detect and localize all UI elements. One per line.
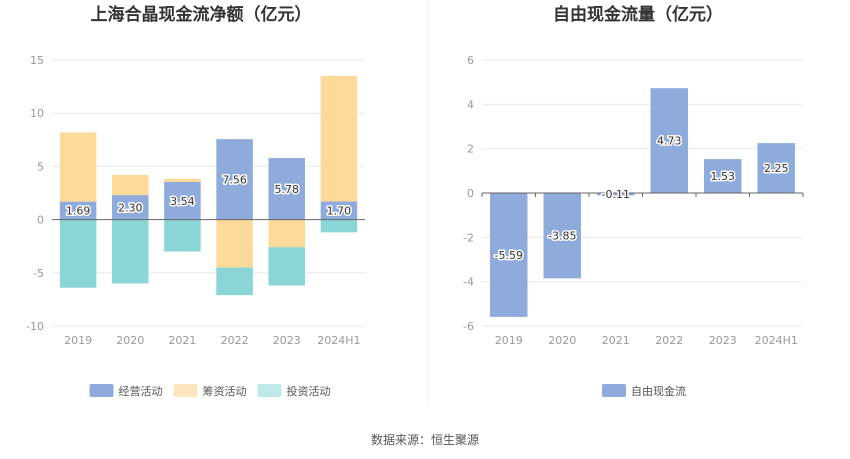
y-tick-label: -2 <box>463 231 474 244</box>
source-note: 数据来源：恒生聚源 <box>371 432 479 447</box>
bar <box>757 143 795 193</box>
bar <box>216 219 253 268</box>
bar <box>164 181 201 220</box>
x-tick-label: 2020 <box>116 334 144 347</box>
bar <box>59 201 97 220</box>
y-tick-label: 15 <box>30 54 44 67</box>
data-label: 1.53 <box>711 170 736 183</box>
x-tick-label: 2020 <box>548 334 576 347</box>
y-tick-label: 5 <box>37 160 44 173</box>
bar <box>59 219 97 288</box>
data-label: 2.30 <box>118 201 143 214</box>
x-tick-label: 2022 <box>221 334 249 347</box>
bar <box>320 201 358 220</box>
bar <box>320 75 358 202</box>
bar <box>164 219 201 252</box>
y-tick-label: -10 <box>26 320 44 333</box>
bar <box>216 139 253 220</box>
bar <box>111 219 149 284</box>
bar <box>597 193 635 196</box>
free-cash-flow-chart: 自由现金流量（亿元） 6 4 2 0 -2 -4 -6 -5.59 -3.85 -0.11 4.73 1… <box>463 4 804 398</box>
bar <box>704 159 742 193</box>
cash-flow-chart: 上海合晶现金流净额（亿元） 15 10 5 0 -5 -10 1.69 2.30 3.54 7.56… <box>26 4 365 398</box>
bar <box>543 193 581 279</box>
legend-label: 筹资活动 <box>203 384 247 398</box>
y-tick-label: 0 <box>37 214 44 227</box>
y-tick-label: 0 <box>467 187 474 200</box>
data-label: 3.54 <box>170 195 195 208</box>
y-tick-label: 6 <box>467 54 474 67</box>
bar <box>164 178 201 182</box>
chart-title: 上海合晶现金流净额（亿元） <box>91 4 312 25</box>
y-tick-label: -5 <box>33 267 44 280</box>
y-tick-label: 10 <box>30 107 44 120</box>
bar <box>650 88 688 193</box>
bar <box>268 219 306 248</box>
legend-swatch <box>173 384 198 397</box>
data-label: 7.56 <box>222 173 247 186</box>
bar <box>111 195 149 220</box>
legend-swatch <box>89 384 114 397</box>
x-tick-label: 2023 <box>709 334 737 347</box>
data-label: -0.11 <box>602 188 630 201</box>
data-label: 4.73 <box>657 135 682 148</box>
y-tick-label: 4 <box>467 98 474 111</box>
data-label: 2.25 <box>764 162 789 175</box>
legend-label: 经营活动 <box>119 384 163 398</box>
bar <box>216 267 253 296</box>
legend-label: 自由现金流 <box>631 384 686 398</box>
legend-swatch <box>257 384 282 397</box>
data-label: 1.70 <box>327 205 352 218</box>
y-tick-label: 2 <box>467 143 474 156</box>
x-tick-label: 2022 <box>655 334 683 347</box>
legend-label: 投资活动 <box>287 384 331 398</box>
bar <box>490 193 528 317</box>
data-label: 1.69 <box>66 205 91 218</box>
bar <box>268 247 306 286</box>
x-tick-label: 2024H1 <box>317 334 360 347</box>
bar <box>268 158 306 220</box>
x-tick-label: 2019 <box>495 334 523 347</box>
legend-swatch <box>602 384 626 397</box>
data-label: -5.59 <box>495 249 523 262</box>
x-tick-label: 2021 <box>168 334 196 347</box>
bar <box>320 219 358 233</box>
chart-title: 自由现金流量（亿元） <box>553 4 723 25</box>
x-tick-label: 2019 <box>64 334 92 347</box>
x-tick-label: 2023 <box>273 334 301 347</box>
x-tick-label: 2024H1 <box>755 334 798 347</box>
bar <box>59 132 97 202</box>
data-label: 5.78 <box>275 183 300 196</box>
x-tick-label: 2021 <box>602 334 630 347</box>
y-tick-label: -4 <box>463 276 474 289</box>
bar <box>111 174 149 196</box>
data-label: -3.85 <box>548 230 576 243</box>
y-tick-label: -6 <box>463 320 474 333</box>
